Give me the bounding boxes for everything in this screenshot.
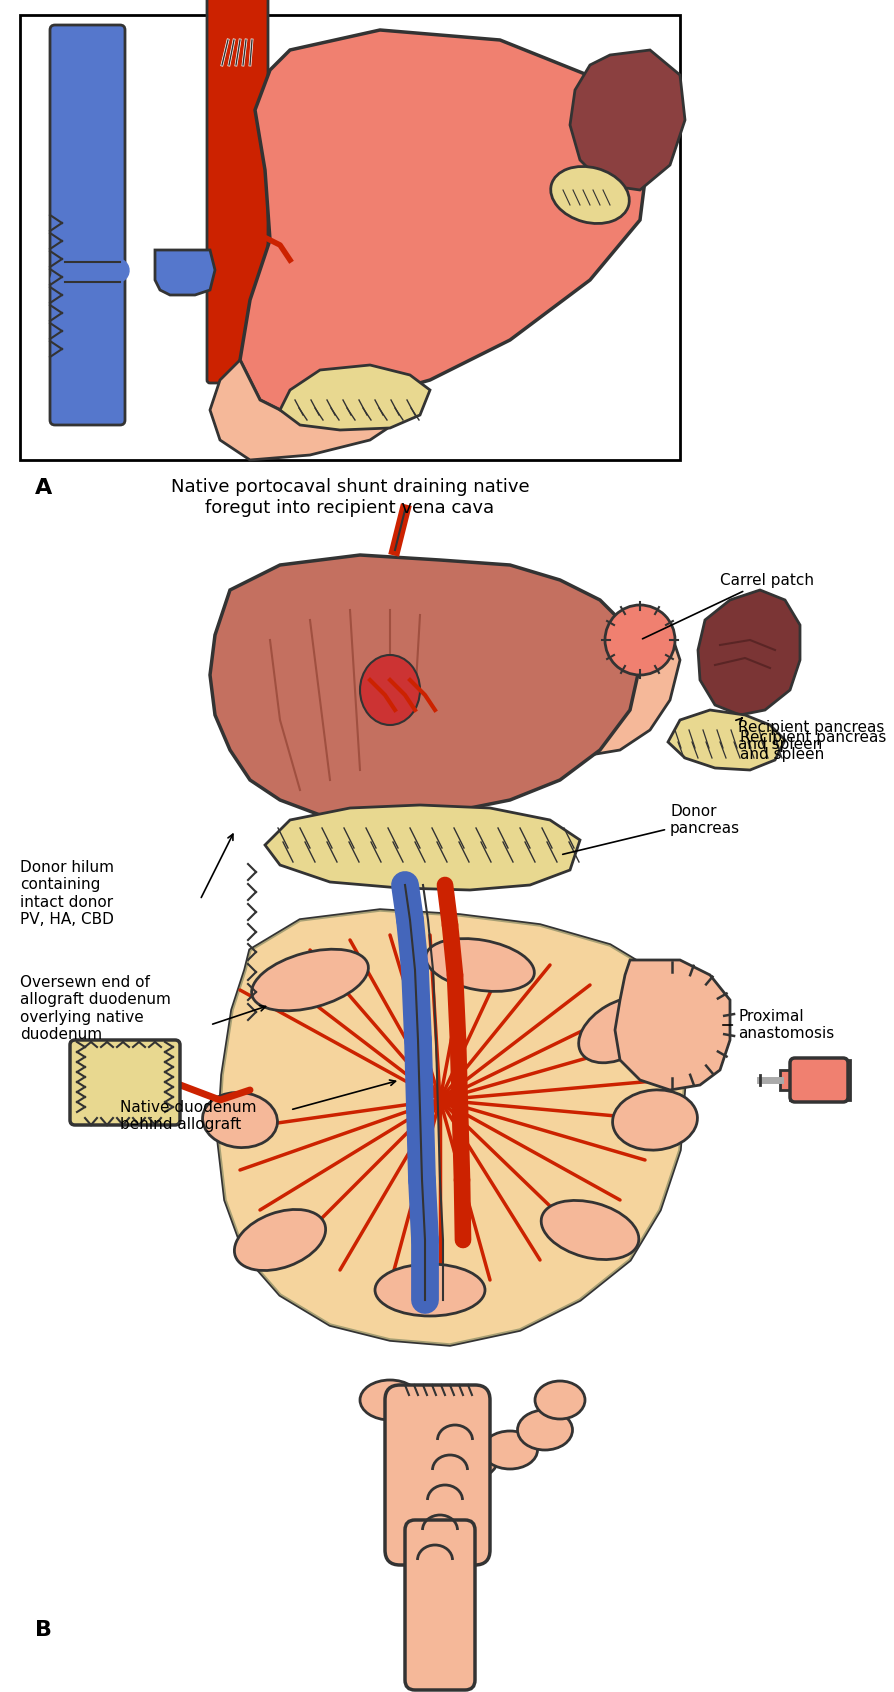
Ellipse shape	[551, 166, 629, 223]
Polygon shape	[698, 591, 800, 716]
Text: Recipient pancreas
and spleen: Recipient pancreas and spleen	[740, 729, 886, 763]
Polygon shape	[240, 30, 650, 420]
Ellipse shape	[360, 1381, 420, 1420]
Ellipse shape	[483, 1431, 537, 1469]
Ellipse shape	[402, 1420, 458, 1460]
Ellipse shape	[234, 1210, 325, 1271]
Text: Native portocaval shunt draining native
foregut into recipient vena cava: Native portocaval shunt draining native …	[171, 479, 529, 516]
Ellipse shape	[443, 1442, 497, 1479]
Polygon shape	[570, 51, 685, 190]
Polygon shape	[210, 360, 400, 460]
Ellipse shape	[518, 1409, 572, 1450]
Bar	[20, 15, 680, 460]
FancyBboxPatch shape	[207, 0, 268, 382]
Polygon shape	[155, 250, 215, 294]
Ellipse shape	[541, 1200, 639, 1259]
Bar	[790, 1059, 850, 1100]
Polygon shape	[545, 614, 680, 755]
Text: Oversewn end of
allograft duodenum
overlying native
duodenum: Oversewn end of allograft duodenum overl…	[20, 975, 171, 1042]
Polygon shape	[218, 910, 685, 1345]
FancyBboxPatch shape	[385, 1386, 490, 1565]
FancyBboxPatch shape	[790, 1058, 848, 1101]
Text: A: A	[35, 479, 52, 497]
FancyArrowPatch shape	[63, 271, 117, 279]
Polygon shape	[218, 910, 685, 1345]
Polygon shape	[265, 805, 580, 890]
Text: Native duodenum
behind allograft: Native duodenum behind allograft	[120, 1100, 257, 1132]
Ellipse shape	[251, 949, 368, 1010]
Ellipse shape	[426, 939, 535, 992]
Text: Proximal
anastomosis: Proximal anastomosis	[722, 1008, 834, 1041]
FancyBboxPatch shape	[70, 1041, 180, 1125]
Ellipse shape	[578, 997, 662, 1063]
FancyBboxPatch shape	[405, 1519, 475, 1690]
Ellipse shape	[535, 1381, 585, 1420]
Polygon shape	[615, 959, 730, 1090]
Polygon shape	[210, 555, 640, 821]
Ellipse shape	[360, 655, 420, 724]
Text: Carrel patch: Carrel patch	[643, 572, 814, 640]
Polygon shape	[668, 711, 785, 770]
Text: B: B	[35, 1619, 52, 1640]
Circle shape	[605, 606, 675, 675]
Text: Donor hilum
containing
intact donor
PV, HA, CBD: Donor hilum containing intact donor PV, …	[20, 860, 114, 927]
Text: Donor
pancreas: Donor pancreas	[562, 804, 740, 854]
Bar	[780, 1069, 795, 1090]
Ellipse shape	[203, 1093, 277, 1147]
Ellipse shape	[375, 1264, 485, 1316]
Polygon shape	[280, 365, 430, 430]
Ellipse shape	[612, 1090, 697, 1151]
FancyBboxPatch shape	[50, 25, 125, 425]
Text: Recipient pancreas
and spleen: Recipient pancreas and spleen	[738, 721, 884, 753]
